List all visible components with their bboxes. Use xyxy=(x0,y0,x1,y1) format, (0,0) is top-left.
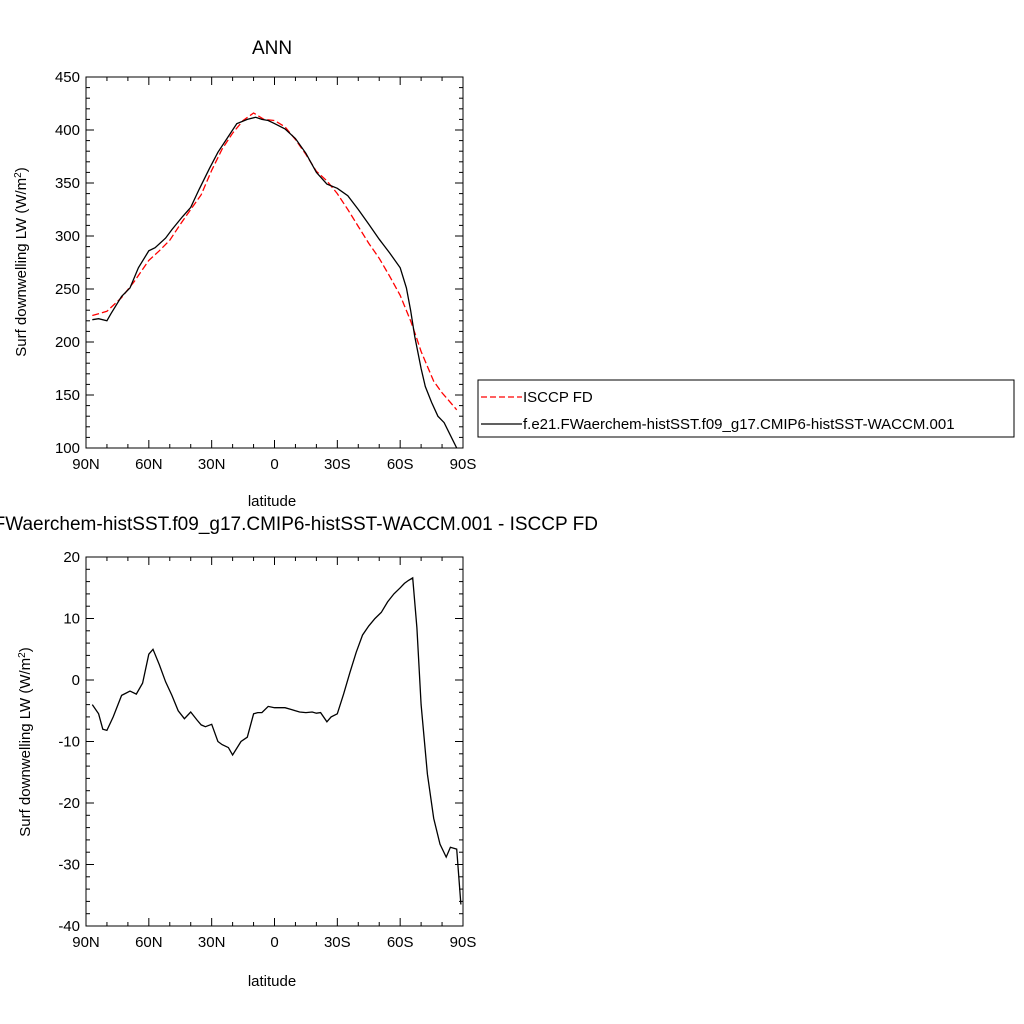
bottom-xtick-label: 30S xyxy=(324,934,351,951)
top-panel: ANN 90N 60N 30N 0 30S 60S 90S 100 150 200 250 300 35… xyxy=(13,38,477,510)
top-ytick-label: 100 xyxy=(55,440,80,457)
top-xtick-label: 30S xyxy=(324,456,351,473)
legend: ISCCP FD f.e21.FWaerchem-histSST.f09_g17… xyxy=(477,379,1015,438)
bottom-plot-frame xyxy=(85,556,464,927)
bottom-ytick-label: -30 xyxy=(58,857,80,874)
legend-box xyxy=(477,379,1015,438)
top-xtick-label: 90S xyxy=(450,456,477,473)
top-xtick-label: 30N xyxy=(198,456,226,473)
bottom-ytick-label: -20 xyxy=(58,795,80,812)
top-xtick-label: 60N xyxy=(135,456,163,473)
top-series-line-1 xyxy=(92,116,458,449)
bottom-panel: f.e21.FWaerchem-histSST.f09_g17.CMIP6-hi… xyxy=(0,514,598,990)
legend-label-model: f.e21.FWaerchem-histSST.f09_g17.CMIP6-hi… xyxy=(523,416,955,433)
bottom-title: f.e21.FWaerchem-histSST.f09_g17.CMIP6-hi… xyxy=(0,514,598,535)
top-ytick-label: 200 xyxy=(55,334,80,351)
bottom-xtick-label: 60N xyxy=(135,934,163,951)
top-ticks: 90N 60N 30N 0 30S 60S 90S 100 150 200 250 300 350 400… xyxy=(55,69,476,473)
top-ytick-label: 300 xyxy=(55,228,80,245)
legend-label-isccp: ISCCP FD xyxy=(523,389,593,406)
bottom-ytick-label: 20 xyxy=(63,549,80,566)
bottom-ylabel: Surf downwelling LW (W/m2) xyxy=(17,647,35,837)
bottom-xtick-label: 60S xyxy=(387,934,414,951)
top-ytick-label: 450 xyxy=(55,69,80,86)
bottom-xtick-label: 0 xyxy=(270,934,278,951)
bottom-ytick-label: 0 xyxy=(72,672,80,689)
top-ytick-label: 400 xyxy=(55,122,80,139)
bottom-xtick-label: 30N xyxy=(198,934,226,951)
bottom-series-line-0 xyxy=(91,576,462,905)
top-ytick-label: 150 xyxy=(55,387,80,404)
top-title: ANN xyxy=(252,38,292,59)
top-xtick-label: 60S xyxy=(387,456,414,473)
bottom-ytick-label: -40 xyxy=(58,918,80,935)
bottom-xtick-label: 90S xyxy=(450,934,477,951)
top-ytick-label: 350 xyxy=(55,175,80,192)
top-series-line-0 xyxy=(92,112,458,411)
top-plot-frame xyxy=(85,76,464,449)
bottom-xlabel: latitude xyxy=(248,973,296,990)
top-xtick-label: 0 xyxy=(270,456,278,473)
bottom-ticks: 90N 60N 30N 0 30S 60S 90S -40 -30 -20 -10 0 10 20 xyxy=(58,549,476,951)
top-xlabel: latitude xyxy=(248,493,296,510)
bottom-xtick-label: 90N xyxy=(72,934,100,951)
top-xtick-label: 90N xyxy=(72,456,100,473)
top-ylabel: Surf downwelling LW (W/m2) xyxy=(13,167,31,357)
top-series xyxy=(92,112,458,449)
bottom-series xyxy=(91,576,462,905)
bottom-ytick-label: 10 xyxy=(63,611,80,628)
top-ytick-label: 250 xyxy=(55,281,80,298)
bottom-ytick-label: -10 xyxy=(58,734,80,751)
